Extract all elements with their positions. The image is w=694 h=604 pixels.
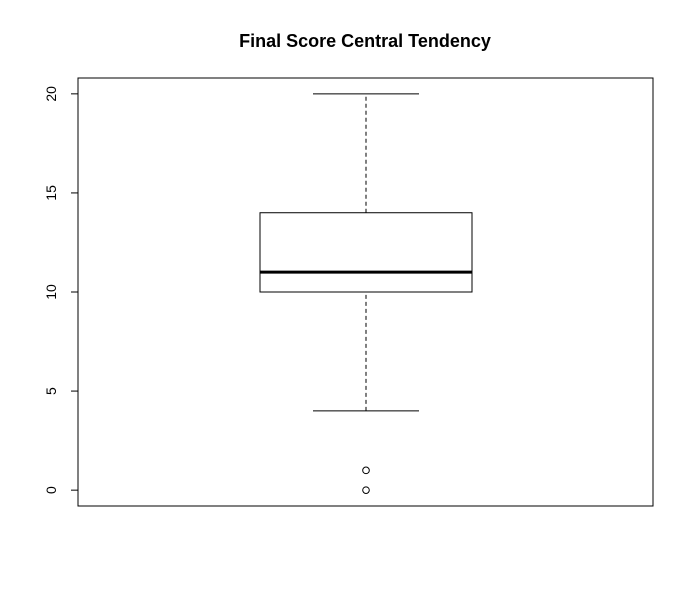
chart-title: Final Score Central Tendency (239, 31, 491, 51)
y-tick-label: 0 (43, 486, 59, 494)
y-axis: 0 5 10 15 20 (43, 86, 79, 494)
y-tick-label: 5 (43, 387, 59, 395)
iqr-box (259, 212, 473, 293)
y-tick-label: 15 (43, 185, 59, 201)
outlier-point (362, 486, 370, 494)
y-tick-label: 10 (43, 284, 59, 300)
outlier-point (362, 466, 370, 475)
boxplot-layer (259, 93, 473, 494)
y-tick-label: 20 (43, 86, 59, 102)
